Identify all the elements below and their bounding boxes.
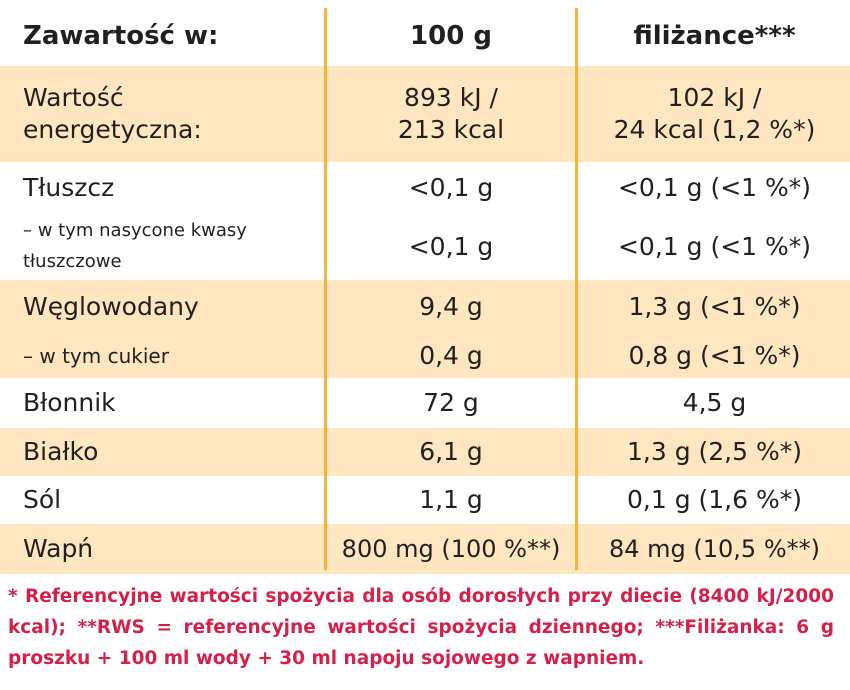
header-col1-cell: 100 g [326, 8, 576, 66]
row-label-cell: Wapń [23, 524, 323, 574]
row-value-100g: 213 kcal [397, 115, 505, 144]
row-value-cup: 1,3 g (2,5 %*) [627, 437, 802, 467]
row-value-cup-cell: 4,5 g [579, 378, 850, 428]
row-value-cup: 4,5 g [682, 388, 747, 418]
row-value-100g: 9,4 g [419, 291, 483, 321]
row-value-100g: 72 g [423, 388, 479, 418]
row-value-cup: 0,1 g (1,6 %*) [627, 485, 802, 515]
row-value-100g: 1,1 g [419, 485, 483, 515]
row-value-100g-cell: 72 g [326, 378, 576, 428]
row-label: Sól [23, 485, 62, 515]
row-label: Węglowodany [23, 291, 199, 321]
row-value-cup-cell: <0,1 g (<1 %*) [579, 162, 850, 214]
row-value-cup: <0,1 g (<1 %*) [617, 173, 812, 203]
row-value-100g: 893 kJ / [404, 83, 498, 113]
table-row: – w tym cukier 0,4 g 0,8 g (<1 %*) [0, 333, 850, 378]
row-value-cup-cell: 102 kJ / 24 kcal (1,2 %*) [579, 66, 850, 162]
nutrition-table: Zawartość w: 100 g filiżance*** Wartość … [0, 8, 850, 574]
row-value-cup-cell: 1,3 g (<1 %*) [579, 280, 850, 333]
row-value-100g: 800 mg (100 %**) [341, 534, 561, 563]
row-label-cell: Białko [23, 428, 323, 476]
row-value-100g-cell: 800 mg (100 %**) [326, 524, 576, 574]
header-col2-cell: filiżance*** [579, 8, 850, 66]
row-label-cell: Sól [23, 476, 323, 524]
header-label: Zawartość w: [23, 21, 219, 52]
row-label-cell: Wartość energetyczna: [23, 66, 323, 162]
row-value-100g-cell: <0,1 g [326, 214, 576, 280]
row-value-cup: 24 kcal (1,2 %*) [613, 115, 816, 144]
row-label-cell: – w tym nasycone kwasy tłuszczowe [23, 214, 323, 280]
table-row: Błonnik 72 g 4,5 g [0, 378, 850, 428]
row-value-100g-cell: 9,4 g [326, 280, 576, 333]
header-label-cell: Zawartość w: [23, 8, 323, 66]
row-value-cup: 1,3 g (<1 %*) [628, 291, 801, 321]
header-col-100g: 100 g [410, 21, 492, 52]
table-row: Wapń 800 mg (100 %**) 84 mg (10,5 %**) [0, 524, 850, 574]
row-value-100g-cell: 0,4 g [326, 333, 576, 378]
table-row: Sól 1,1 g 0,1 g (1,6 %*) [0, 476, 850, 524]
column-divider [575, 8, 578, 570]
row-label: Białko [23, 437, 99, 467]
row-label: energetyczna: [23, 115, 202, 144]
row-value-100g: <0,1 g [408, 232, 494, 262]
row-label: Wartość [23, 83, 124, 113]
row-value-cup-cell: 0,8 g (<1 %*) [579, 333, 850, 378]
row-sublabel: tłuszczowe [23, 251, 122, 272]
row-sublabel: – w tym nasycone kwasy [23, 220, 247, 242]
row-value-cup: <0,1 g (<1 %*) [617, 232, 812, 262]
row-value-cup: 0,8 g (<1 %*) [628, 340, 801, 370]
row-label-cell: Tłuszcz [23, 162, 323, 214]
row-value-100g: 0,4 g [419, 340, 483, 370]
row-value-100g: <0,1 g [408, 173, 494, 203]
table-row: Tłuszcz <0,1 g <0,1 g (<1 %*) [0, 162, 850, 214]
row-value-cup: 84 mg (10,5 %**) [608, 534, 820, 563]
row-sublabel: – w tym cukier [23, 343, 169, 368]
table-row: – w tym nasycone kwasy tłuszczowe <0,1 g… [0, 214, 850, 280]
row-value-100g-cell: 6,1 g [326, 428, 576, 476]
table-row: Białko 6,1 g 1,3 g (2,5 %*) [0, 428, 850, 476]
row-value-100g: 6,1 g [419, 437, 483, 467]
row-value-cup-cell: <0,1 g (<1 %*) [579, 214, 850, 280]
header-col-cup: filiżance*** [633, 21, 796, 52]
row-label-cell: – w tym cukier [23, 333, 323, 378]
row-value-cup-cell: 0,1 g (1,6 %*) [579, 476, 850, 524]
row-value-cup-cell: 84 mg (10,5 %**) [579, 524, 850, 574]
table-row: Węglowodany 9,4 g 1,3 g (<1 %*) [0, 280, 850, 333]
table-row: Wartość energetyczna: 893 kJ / 213 kcal … [0, 66, 850, 162]
table-header-row: Zawartość w: 100 g filiżance*** [0, 8, 850, 66]
column-divider [324, 8, 327, 570]
row-value-cup-cell: 1,3 g (2,5 %*) [579, 428, 850, 476]
row-label-cell: Węglowodany [23, 280, 323, 333]
row-label: Błonnik [23, 388, 116, 418]
footnote: * Referencyjne wartości spożycia dla osó… [8, 586, 834, 669]
row-label: Tłuszcz [23, 173, 115, 203]
row-value-100g-cell: <0,1 g [326, 162, 576, 214]
row-label: Wapń [23, 534, 94, 564]
row-value-100g-cell: 1,1 g [326, 476, 576, 524]
row-label-cell: Błonnik [23, 378, 323, 428]
row-value-cup: 102 kJ / [667, 83, 762, 113]
row-value-100g-cell: 893 kJ / 213 kcal [326, 66, 576, 162]
